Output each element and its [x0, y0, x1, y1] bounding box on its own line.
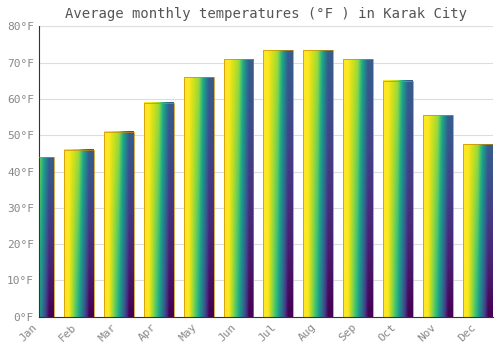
Bar [383, 81, 413, 317]
Bar [224, 59, 254, 317]
Bar [64, 150, 94, 317]
Title: Average monthly temperatures (°F ) in Karak City: Average monthly temperatures (°F ) in Ka… [65, 7, 467, 21]
Bar [184, 77, 214, 317]
Bar [423, 115, 453, 317]
Bar [144, 103, 174, 317]
Bar [24, 157, 54, 317]
Bar [463, 144, 493, 317]
Bar [344, 59, 374, 317]
Bar [264, 50, 294, 317]
Bar [304, 50, 334, 317]
Bar [104, 132, 134, 317]
